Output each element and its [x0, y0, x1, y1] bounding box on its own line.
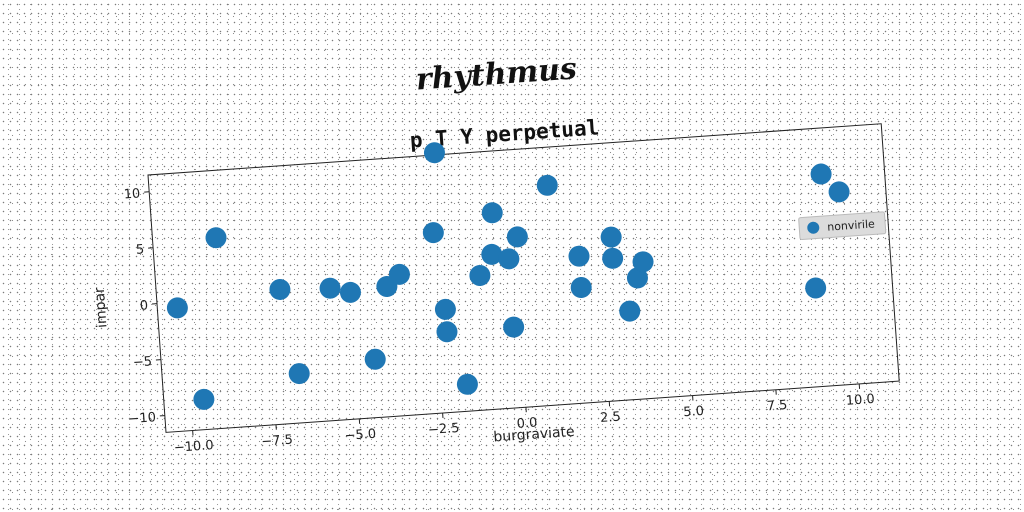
legend-box	[798, 211, 887, 241]
scatter-point	[469, 264, 491, 286]
scatter-point	[205, 227, 227, 249]
y-tick-label: 0	[139, 298, 148, 314]
scatter-point	[269, 278, 291, 300]
plot-area: −10.0 −7.5 −5.0 −2.5 0.0 2.5 5.0 7.5 10.0 −10 −5 0…	[92, 123, 900, 456]
scatter-point	[288, 363, 310, 385]
scatter-point	[506, 226, 528, 248]
scatter-point	[570, 277, 592, 299]
x-tick-label: 10.0	[845, 392, 875, 409]
scatter-point	[166, 297, 188, 319]
y-axis-ticks: −10 −5 0 5 10	[123, 186, 165, 427]
y-tick-label: 5	[135, 242, 144, 258]
scatter-point	[436, 321, 458, 343]
scatter-point	[602, 247, 624, 269]
scatter-point	[828, 181, 850, 203]
scatter-point	[810, 163, 832, 185]
scatter-point	[193, 388, 215, 410]
x-axis-label: burgraviate	[493, 424, 575, 446]
x-tick-label: −5.0	[344, 427, 377, 444]
x-tick-label: 0.0	[516, 415, 538, 431]
plot-frame	[147, 123, 900, 433]
scatter-point	[339, 281, 361, 303]
scatter-point	[632, 251, 654, 273]
x-tick-label: −7.5	[261, 433, 294, 450]
legend-marker	[807, 221, 820, 234]
scatter-point	[536, 174, 558, 196]
x-tick-label: 2.5	[600, 410, 622, 426]
scatter-point	[626, 267, 648, 289]
scatter-point	[498, 248, 520, 270]
scatter-point	[600, 226, 622, 248]
x-axis-ticks: −10.0 −7.5 −5.0 −2.5 0.0 2.5 5.0 7.5 10.0	[173, 383, 875, 456]
y-tick-label: −5	[132, 354, 152, 370]
scatter-point	[805, 277, 827, 299]
scatter-points	[166, 142, 850, 410]
y-tick-label: 10	[123, 186, 141, 202]
x-tick-label: −2.5	[428, 421, 461, 438]
scatter-point	[364, 348, 386, 370]
scatter-point	[481, 243, 503, 265]
legend-label: nonvirile	[827, 217, 876, 233]
x-tick-label: 5.0	[683, 404, 705, 420]
x-tick-label: 7.5	[766, 398, 788, 414]
scatter-point	[503, 316, 525, 338]
scatter-point	[619, 300, 641, 322]
scatter-point	[568, 245, 590, 267]
scatter-point	[456, 373, 478, 395]
scatter-point	[481, 202, 503, 224]
scatter-point	[388, 263, 410, 285]
scatter-point	[319, 277, 341, 299]
y-axis-label: impar	[92, 286, 111, 328]
scatter-point	[422, 222, 444, 244]
y-tick-label: −10	[128, 410, 156, 427]
x-tick-label: −10.0	[173, 438, 214, 456]
legend: nonvirile	[798, 211, 887, 241]
scatter-point	[423, 142, 445, 164]
scatter-point	[434, 298, 456, 320]
chart-suptitle: rhythmus	[415, 51, 578, 97]
